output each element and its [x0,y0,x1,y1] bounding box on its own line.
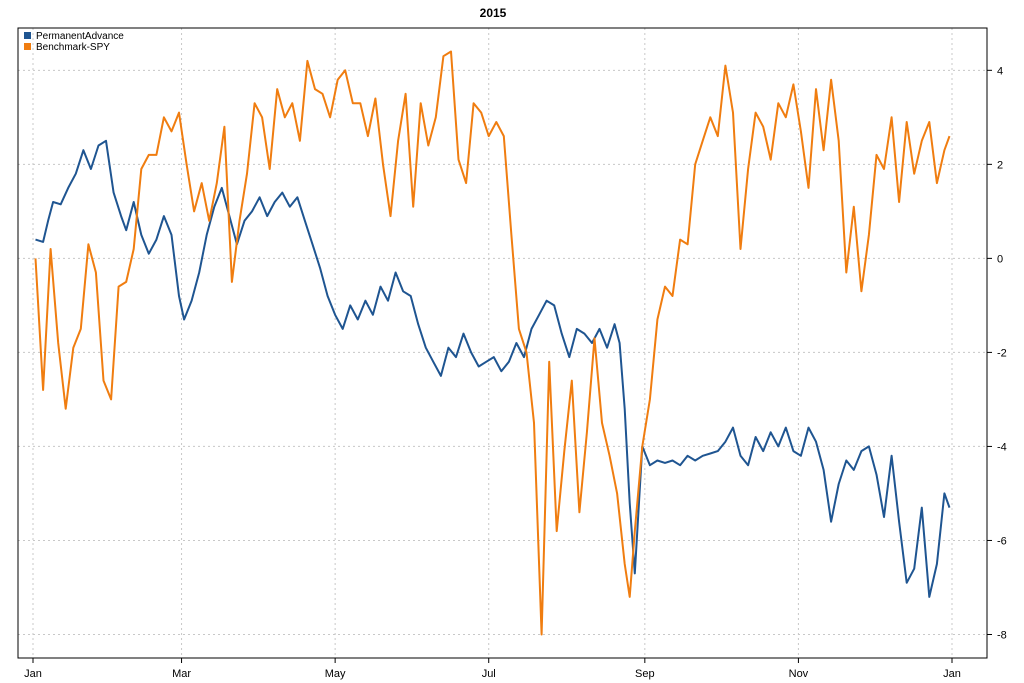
x-tick-label: Jul [482,668,496,680]
x-tick-label: Mar [172,668,191,680]
legend-label: Benchmark-SPY [36,42,110,53]
x-tick-label: Sep [635,668,655,680]
x-tick-label: Jan [24,668,42,680]
series-line-benchmark-spy [34,50,951,636]
y-tick-label: -6 [997,535,1007,547]
y-tick-label: -2 [997,347,1007,359]
x-tick-label: Nov [789,668,809,680]
plot-frame [17,27,988,659]
x-tick-label: May [325,668,346,680]
y-tick-label: -8 [997,629,1007,641]
x-tick-label: Jan [943,668,961,680]
series-layer [34,50,951,636]
axis-layer: 4 2 0 -2 -4 -6 -8 Jan Mar May Jul Sep Nov Jan [24,65,1007,680]
series-line-permanentadvance [35,139,951,598]
y-tick-label: 4 [997,65,1003,77]
legend-swatch [24,43,31,50]
y-tick-label: -4 [997,441,1007,453]
y-tick-label: 0 [997,253,1003,265]
y-tick-label: 2 [997,159,1003,171]
legend-label: PermanentAdvance [36,31,124,42]
chart-title: 2015 [480,6,507,20]
legend-swatch [24,32,31,39]
